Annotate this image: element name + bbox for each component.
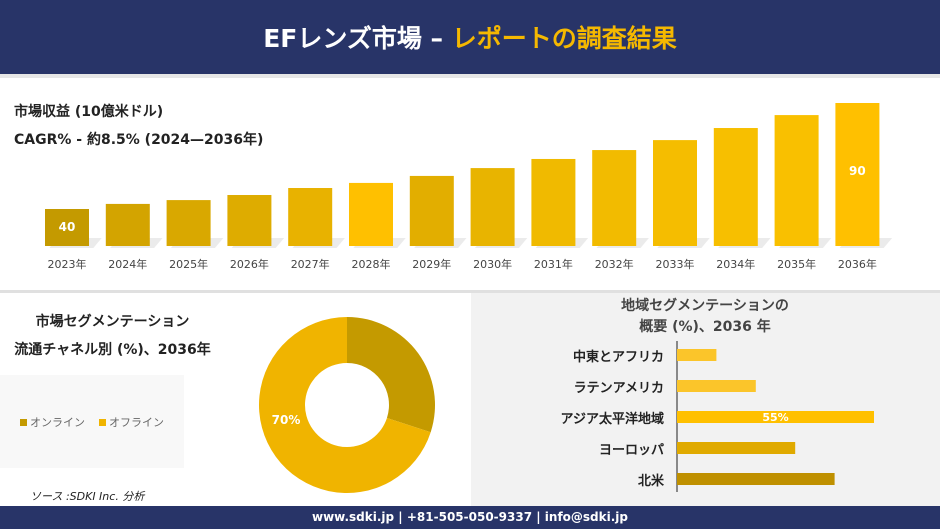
year-label: 2029年 bbox=[412, 257, 451, 271]
revenue-bar bbox=[409, 175, 454, 246]
revenue-bar bbox=[470, 168, 515, 246]
revenue-bar bbox=[713, 128, 758, 246]
region-bar bbox=[677, 349, 717, 361]
bar-data-label: 90 bbox=[849, 164, 866, 178]
legend-swatch bbox=[99, 418, 106, 426]
region-bar bbox=[677, 380, 756, 392]
region-bar bbox=[677, 411, 874, 423]
regional-title-line2: 概要 (%)、2036 年 bbox=[639, 319, 771, 335]
revenue-bar bbox=[835, 103, 880, 246]
revenue-bar bbox=[227, 195, 272, 246]
segment-title: 市場セグメンテーション流通チャネル別 (%)、2036年 bbox=[0, 308, 225, 364]
title-orange: レポートの調査結果 bbox=[451, 24, 677, 53]
revenue-bar bbox=[105, 203, 150, 246]
legend-label: オンライン bbox=[30, 415, 85, 429]
revenue-bar bbox=[531, 158, 576, 246]
donut-legend: オンライン オフライン bbox=[0, 375, 184, 468]
year-label: 2025年 bbox=[169, 257, 208, 271]
footer-contact: www.sdki.jp | +81-505-050-9337 | info@sd… bbox=[0, 506, 940, 529]
title-white: EFレンズ市場 – bbox=[263, 24, 444, 53]
region-label: 中東とアフリカ bbox=[572, 350, 664, 365]
region-label: ヨーロッパ bbox=[598, 443, 664, 458]
source-note: ソース :SDKI Inc. 分析 bbox=[30, 490, 145, 503]
divider bbox=[0, 290, 940, 293]
regional-title-line1: 地域セグメンテーションの bbox=[621, 298, 789, 314]
year-label: 2026年 bbox=[230, 257, 269, 271]
region-label: ラテンアメリカ bbox=[573, 381, 664, 396]
year-label: 2035年 bbox=[777, 257, 816, 271]
year-label: 2027年 bbox=[291, 257, 330, 271]
revenue-bar bbox=[592, 150, 637, 246]
legend-online: オンライン bbox=[20, 414, 85, 430]
header-title: EFレンズ市場 – レポートの調査結果 bbox=[0, 0, 940, 74]
year-label: 2031年 bbox=[534, 257, 573, 271]
legend-swatch bbox=[20, 418, 27, 426]
year-label: 2034年 bbox=[716, 257, 755, 271]
segment-title-line2: 流通チャネル別 (%)、2036年 bbox=[14, 342, 211, 358]
year-label: 2036年 bbox=[838, 257, 877, 271]
regional-panel bbox=[471, 293, 940, 506]
revenue-bar bbox=[166, 200, 211, 246]
region-label: 北米 bbox=[637, 474, 664, 489]
legend-offline: オフライン bbox=[99, 414, 164, 430]
region-data-label: 55% bbox=[762, 411, 788, 424]
year-label: 2024年 bbox=[108, 257, 147, 271]
donut-slice-0 bbox=[347, 317, 435, 433]
revenue-bar bbox=[45, 209, 89, 246]
divider bbox=[0, 74, 940, 78]
revenue-title: 市場収益 (10億米ドル) bbox=[14, 104, 164, 120]
year-label: 2033年 bbox=[656, 257, 695, 271]
bar-data-label: 40 bbox=[59, 220, 76, 234]
revenue-bar bbox=[653, 140, 697, 246]
region-bar bbox=[677, 442, 796, 454]
revenue-bar bbox=[774, 115, 819, 246]
cagr-text: CAGR% - 約8.5% (2024—2036年) bbox=[14, 132, 264, 148]
regional-title: 地域セグメンテーションの 概要 (%)、2036 年 bbox=[560, 296, 850, 338]
donut-data-label: 70% bbox=[272, 413, 301, 427]
year-label: 2030年 bbox=[473, 257, 512, 271]
region-label: アジア太平洋地域 bbox=[560, 412, 664, 427]
year-label: 2023年 bbox=[48, 257, 87, 271]
legend-label: オフライン bbox=[109, 415, 164, 429]
donut-slice-1 bbox=[259, 316, 431, 493]
revenue-bar bbox=[288, 188, 333, 246]
revenue-bar bbox=[349, 182, 393, 246]
year-label: 2028年 bbox=[352, 257, 391, 271]
segment-title-line1: 市場セグメンテーション bbox=[35, 314, 190, 330]
region-bar bbox=[677, 473, 835, 485]
year-label: 2032年 bbox=[595, 257, 634, 271]
